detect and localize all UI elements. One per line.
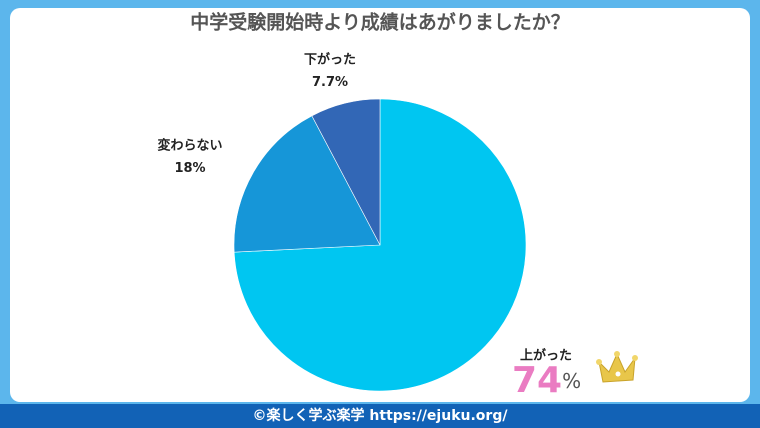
chart-title: 中学受験開始時より成績はあがりましたか？ — [190, 11, 570, 34]
pie-slice — [311, 98, 381, 246]
value-number: 18 — [174, 161, 192, 176]
crown — [596, 351, 638, 383]
slice-label: 変わらない — [157, 138, 222, 154]
slice-label: 下がった — [304, 52, 356, 68]
footer-text: ©楽しく学ぶ楽学 https://ejuku.org/ — [253, 407, 509, 424]
value-unit: % — [193, 161, 206, 176]
footer-bar — [0, 404, 760, 428]
value-number: 7.7 — [312, 75, 335, 90]
slice-value: 18% — [174, 161, 205, 176]
pie-slice — [233, 115, 381, 253]
slice-value: 7.7% — [312, 75, 348, 90]
slice-value: 74% — [512, 360, 581, 401]
value-unit: % — [335, 75, 348, 90]
slice-label: 上がった — [520, 348, 572, 364]
pie — [233, 98, 527, 392]
value-number: 74 — [512, 360, 562, 401]
value-unit: % — [562, 369, 581, 393]
